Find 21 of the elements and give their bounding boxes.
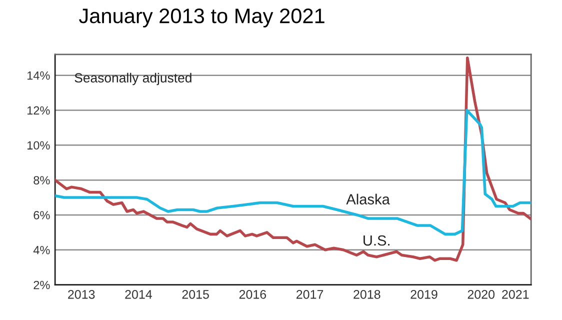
x-tick-label: 2019 <box>410 290 438 299</box>
y-tick-label: 2% <box>34 280 50 290</box>
y-tick-label: 10% <box>27 141 50 150</box>
annotation: Seasonally adjusted <box>74 72 192 86</box>
chart-title: January 2013 to May 2021 <box>79 8 324 28</box>
x-tick-label: 2020 <box>468 290 495 299</box>
x-tick-label: 2018 <box>354 290 380 299</box>
x-tick-label: 2014 <box>125 290 152 299</box>
y-tick-label: 6% <box>34 211 50 220</box>
series-label: U.S. <box>364 235 390 246</box>
line-series <box>55 108 532 236</box>
x-tick-label: 2015 <box>182 290 209 299</box>
y-tick-label: 12% <box>27 106 50 115</box>
y-tick-label: 14% <box>27 71 50 80</box>
x-tick-label: 2016 <box>239 290 266 299</box>
x-tick-label: 2021 <box>502 290 529 299</box>
x-tick-label: 2013 <box>68 290 95 299</box>
y-tick-label: 4% <box>33 246 50 254</box>
x-tick-label: 2017 <box>296 290 324 299</box>
series-label: Alaska <box>346 194 390 204</box>
y-tick-label: 8% <box>34 176 50 184</box>
